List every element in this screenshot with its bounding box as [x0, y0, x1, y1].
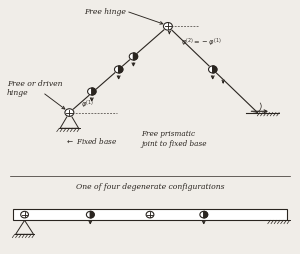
Bar	[13, 209, 287, 220]
Circle shape	[86, 212, 94, 218]
Circle shape	[115, 67, 123, 74]
Circle shape	[200, 212, 208, 218]
Circle shape	[88, 89, 96, 96]
Circle shape	[146, 212, 154, 218]
Polygon shape	[204, 212, 208, 218]
Circle shape	[208, 67, 217, 74]
Circle shape	[21, 212, 28, 218]
Text: Free prismatic
joint to fixed base: Free prismatic joint to fixed base	[141, 130, 206, 147]
Text: $\varphi^{(1)}$: $\varphi^{(1)}$	[81, 98, 94, 110]
Polygon shape	[118, 67, 123, 74]
Polygon shape	[90, 212, 94, 218]
Text: $\leftarrow$ Fixed base: $\leftarrow$ Fixed base	[65, 136, 117, 146]
Circle shape	[129, 54, 138, 61]
Circle shape	[164, 23, 172, 31]
Polygon shape	[213, 67, 217, 74]
Circle shape	[65, 109, 74, 117]
Text: $\varphi^{(2)}=-\varphi^{(1)}$: $\varphi^{(2)}=-\varphi^{(1)}$	[182, 36, 222, 49]
Polygon shape	[134, 54, 138, 61]
Polygon shape	[92, 89, 96, 96]
Text: One of four degenerate configurations: One of four degenerate configurations	[76, 182, 224, 190]
Text: Free or driven
hinge: Free or driven hinge	[7, 79, 62, 97]
Text: Free hinge: Free hinge	[84, 8, 126, 16]
